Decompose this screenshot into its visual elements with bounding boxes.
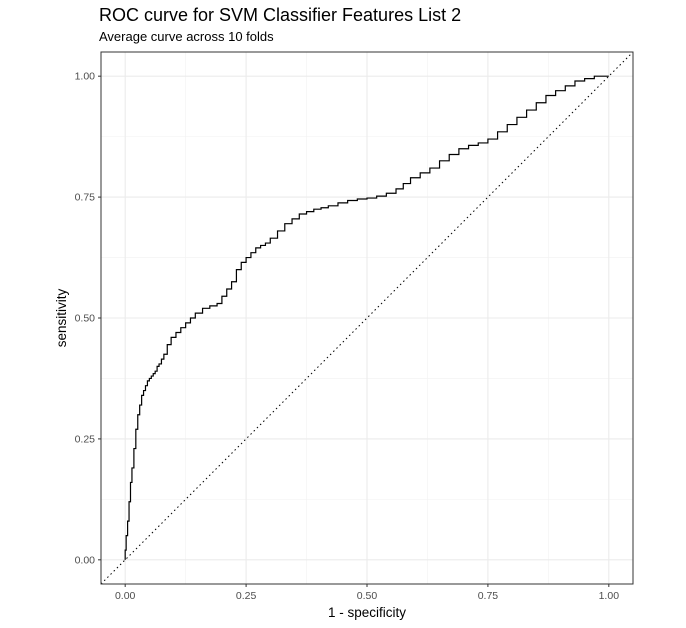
- y-tick-label: 1.00: [75, 71, 96, 83]
- y-tick-label: 0.50: [75, 313, 96, 325]
- y-axis-title: sensitivity: [54, 288, 69, 347]
- y-tick-label: 0.25: [75, 433, 96, 445]
- y-tick-label: 0.75: [75, 192, 96, 204]
- y-tick-label: 0.00: [75, 554, 96, 566]
- x-axis-ticks: 0.00 0.25 0.50 0.75 1.00: [115, 584, 619, 602]
- x-tick-label: 0.00: [115, 590, 136, 602]
- x-tick-label: 0.50: [357, 590, 378, 602]
- x-tick-label: 1.00: [599, 590, 620, 602]
- y-axis-ticks: 0.00 0.25 0.50 0.75 1.00: [75, 71, 101, 567]
- x-tick-label: 0.75: [478, 590, 499, 602]
- x-axis-title: 1 - specificity: [328, 605, 406, 620]
- x-tick-label: 0.25: [236, 590, 257, 602]
